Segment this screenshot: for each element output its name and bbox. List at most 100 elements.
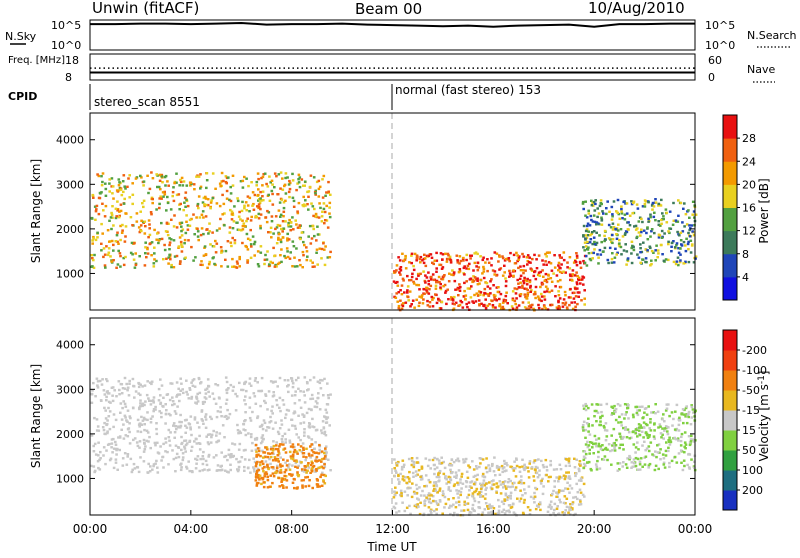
power-cell xyxy=(494,294,497,297)
velocity-cell xyxy=(196,400,200,403)
power-cell xyxy=(295,223,298,226)
power-cell xyxy=(469,296,473,299)
power-cell xyxy=(97,212,101,216)
velocity-cell xyxy=(308,422,311,425)
power-cell xyxy=(410,303,413,306)
velocity-cell xyxy=(643,411,646,414)
velocity-cell xyxy=(568,506,571,509)
velocity-cell xyxy=(468,466,472,469)
velocity-cell xyxy=(495,466,499,469)
velocity-cell xyxy=(197,376,201,380)
power-cell xyxy=(526,294,529,297)
power-cell xyxy=(109,255,112,258)
power-cell xyxy=(463,265,466,268)
power-cell xyxy=(611,252,614,255)
velocity-cell xyxy=(518,500,522,503)
velocity-cell xyxy=(323,430,327,434)
velocity-cell xyxy=(231,442,234,445)
velocity-cell xyxy=(456,492,459,495)
power-cell xyxy=(491,299,494,303)
velocity-cell xyxy=(455,501,458,504)
velocity-cell xyxy=(656,410,660,413)
velocity-cell xyxy=(645,413,649,416)
power-cell xyxy=(187,239,190,242)
power-cell xyxy=(160,173,164,177)
velocity-cell xyxy=(109,401,112,404)
power-cell xyxy=(230,244,233,248)
power-cell xyxy=(502,307,506,311)
power-cell xyxy=(147,219,151,222)
power-cell xyxy=(160,221,163,225)
velocity-cell xyxy=(162,396,165,399)
velocity-cell xyxy=(315,483,319,486)
velocity-cell xyxy=(118,393,121,396)
velocity-colorbar-tick-label: 100 xyxy=(742,464,763,477)
power-cell xyxy=(296,211,300,215)
velocity-cell xyxy=(494,474,497,477)
velocity-cell xyxy=(164,412,168,416)
velocity-cell xyxy=(314,400,318,403)
power-cell xyxy=(563,303,567,306)
velocity-cell xyxy=(599,423,602,427)
power-cell xyxy=(404,256,407,260)
velocity-cell xyxy=(136,444,140,448)
power-cell xyxy=(199,173,202,176)
power-cell xyxy=(492,293,496,297)
velocity-cell xyxy=(301,486,304,489)
velocity-cell xyxy=(324,415,327,419)
velocity-cell xyxy=(393,506,397,510)
power-cell xyxy=(222,179,225,183)
velocity-cell xyxy=(683,464,686,468)
velocity-cell xyxy=(274,380,277,383)
power-cell xyxy=(253,193,257,197)
velocity-cell xyxy=(273,456,277,459)
velocity-cell xyxy=(586,461,589,464)
power-cell xyxy=(541,307,544,311)
velocity-cell xyxy=(564,502,567,505)
power-cell xyxy=(238,210,241,214)
velocity-cell xyxy=(415,456,419,460)
velocity-cell xyxy=(135,465,139,469)
power-cell xyxy=(562,270,565,273)
power-cell xyxy=(197,206,200,210)
velocity-cell xyxy=(519,489,522,492)
power-cell xyxy=(164,230,168,233)
velocity-cell xyxy=(484,493,488,496)
power-cell xyxy=(259,251,263,254)
velocity-cell xyxy=(155,422,158,425)
velocity-cell xyxy=(640,430,644,433)
power-cell xyxy=(599,199,603,202)
power-cell xyxy=(297,201,301,205)
velocity-cell xyxy=(412,475,415,478)
power-cell xyxy=(315,248,319,251)
velocity-cell xyxy=(255,471,259,474)
power-cell xyxy=(257,265,261,268)
power-cell xyxy=(270,236,273,239)
velocity-cell xyxy=(432,484,436,487)
velocity-cell xyxy=(567,475,571,478)
power-cell xyxy=(206,203,210,207)
power-cell xyxy=(640,230,643,234)
velocity-cell xyxy=(690,405,694,409)
power-cell xyxy=(110,185,113,188)
power-cell xyxy=(231,257,234,261)
velocity-cell xyxy=(475,478,479,481)
power-cell xyxy=(289,221,293,224)
power-cell xyxy=(508,269,511,273)
velocity-cell xyxy=(195,437,198,441)
velocity-cell xyxy=(487,507,490,510)
power-cell xyxy=(445,260,449,263)
velocity-cell xyxy=(197,426,201,429)
power-cell xyxy=(184,256,187,259)
velocity-cell xyxy=(111,386,115,389)
power-cell xyxy=(312,227,315,231)
velocity-cell xyxy=(296,452,299,455)
velocity-cell xyxy=(96,380,100,383)
velocity-cell xyxy=(261,462,265,466)
velocity-cell xyxy=(642,421,646,424)
velocity-cell xyxy=(262,481,266,484)
power-cell xyxy=(581,200,585,204)
velocity-cell xyxy=(488,469,492,472)
velocity-cell xyxy=(460,487,463,490)
power-cell xyxy=(463,281,466,285)
